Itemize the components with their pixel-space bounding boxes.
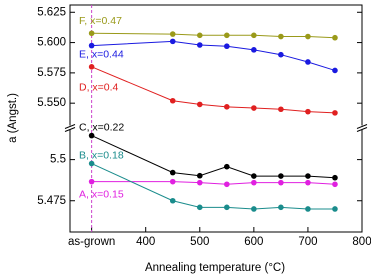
data-point xyxy=(278,33,284,40)
data-point xyxy=(88,42,95,49)
data-point xyxy=(251,32,257,39)
data-point xyxy=(278,173,284,179)
axis-break-gap xyxy=(65,125,75,130)
data-point xyxy=(88,30,95,37)
axis-break xyxy=(356,127,368,132)
data-point xyxy=(88,132,95,139)
data-point xyxy=(305,33,311,40)
data-point xyxy=(251,105,257,111)
series-label: B, x=0.18 xyxy=(79,149,124,161)
y-tick-label: 5.625 xyxy=(37,6,66,18)
data-point xyxy=(305,206,311,212)
data-point xyxy=(224,32,230,39)
data-point xyxy=(251,179,257,186)
x-tick-label: 400 xyxy=(136,236,155,248)
series-label: D, x=0.4 xyxy=(79,82,119,94)
x-tick-label: 700 xyxy=(298,236,317,248)
data-point xyxy=(224,163,230,170)
data-point xyxy=(224,181,230,188)
series-label: C, x=0.22 xyxy=(79,121,124,133)
data-point xyxy=(278,106,284,113)
data-point xyxy=(169,31,176,37)
x-tick-label: 800 xyxy=(352,236,371,248)
y-tick-label: 5.550 xyxy=(37,97,66,109)
data-point xyxy=(305,173,311,179)
y-tick-label: 5.5 xyxy=(50,154,66,166)
data-point xyxy=(169,38,176,45)
data-point xyxy=(251,206,257,212)
series-label: A, x=0.15 xyxy=(79,188,124,200)
data-point xyxy=(169,178,176,185)
data-point xyxy=(332,174,338,181)
x-tick-label: as-grown xyxy=(68,236,115,248)
data-point xyxy=(196,32,203,39)
data-point xyxy=(196,42,203,48)
data-point xyxy=(278,51,284,58)
series-line xyxy=(91,32,335,39)
plot-frame xyxy=(69,4,363,233)
data-point xyxy=(278,204,284,211)
data-point xyxy=(196,204,203,211)
y-tick-label: 5.600 xyxy=(37,37,66,49)
series-label: E, x=0.44 xyxy=(79,48,124,60)
axis-break xyxy=(64,127,76,132)
data-point xyxy=(332,67,338,74)
x-axis-title: Annealing temperature (°C) xyxy=(145,262,285,274)
axis-break-gap xyxy=(357,125,367,130)
x-tick-label: 500 xyxy=(190,236,209,248)
data-point xyxy=(224,43,230,50)
data-point xyxy=(332,181,338,188)
data-point xyxy=(88,178,95,185)
series-label: F, x=0.47 xyxy=(79,15,122,27)
y-tick-label: 5.575 xyxy=(37,67,66,79)
series-line xyxy=(91,181,335,185)
data-point xyxy=(305,179,311,186)
data-point xyxy=(332,206,338,212)
data-point xyxy=(251,173,257,179)
data-point xyxy=(196,172,203,179)
series-line xyxy=(91,40,336,71)
data-point xyxy=(332,34,338,41)
data-point xyxy=(332,110,338,116)
data-point xyxy=(224,104,230,110)
data-point xyxy=(88,160,95,167)
y-axis-title: a (Angst.) xyxy=(7,93,19,143)
data-point xyxy=(196,179,203,186)
data-point xyxy=(88,64,95,70)
data-point xyxy=(305,108,311,115)
data-point xyxy=(169,169,176,176)
data-point xyxy=(169,197,176,204)
data-point xyxy=(196,101,203,108)
data-point xyxy=(251,47,257,53)
x-tick-label: 600 xyxy=(244,236,263,248)
axis-break xyxy=(356,124,368,129)
data-point xyxy=(169,97,176,104)
series-line xyxy=(91,66,335,114)
data-point xyxy=(278,179,284,186)
series-line xyxy=(91,163,335,210)
data-point xyxy=(224,204,230,211)
series-line xyxy=(91,135,335,179)
y-tick-label: 5.475 xyxy=(37,195,66,207)
axis-break xyxy=(64,124,76,129)
data-point xyxy=(305,59,311,65)
